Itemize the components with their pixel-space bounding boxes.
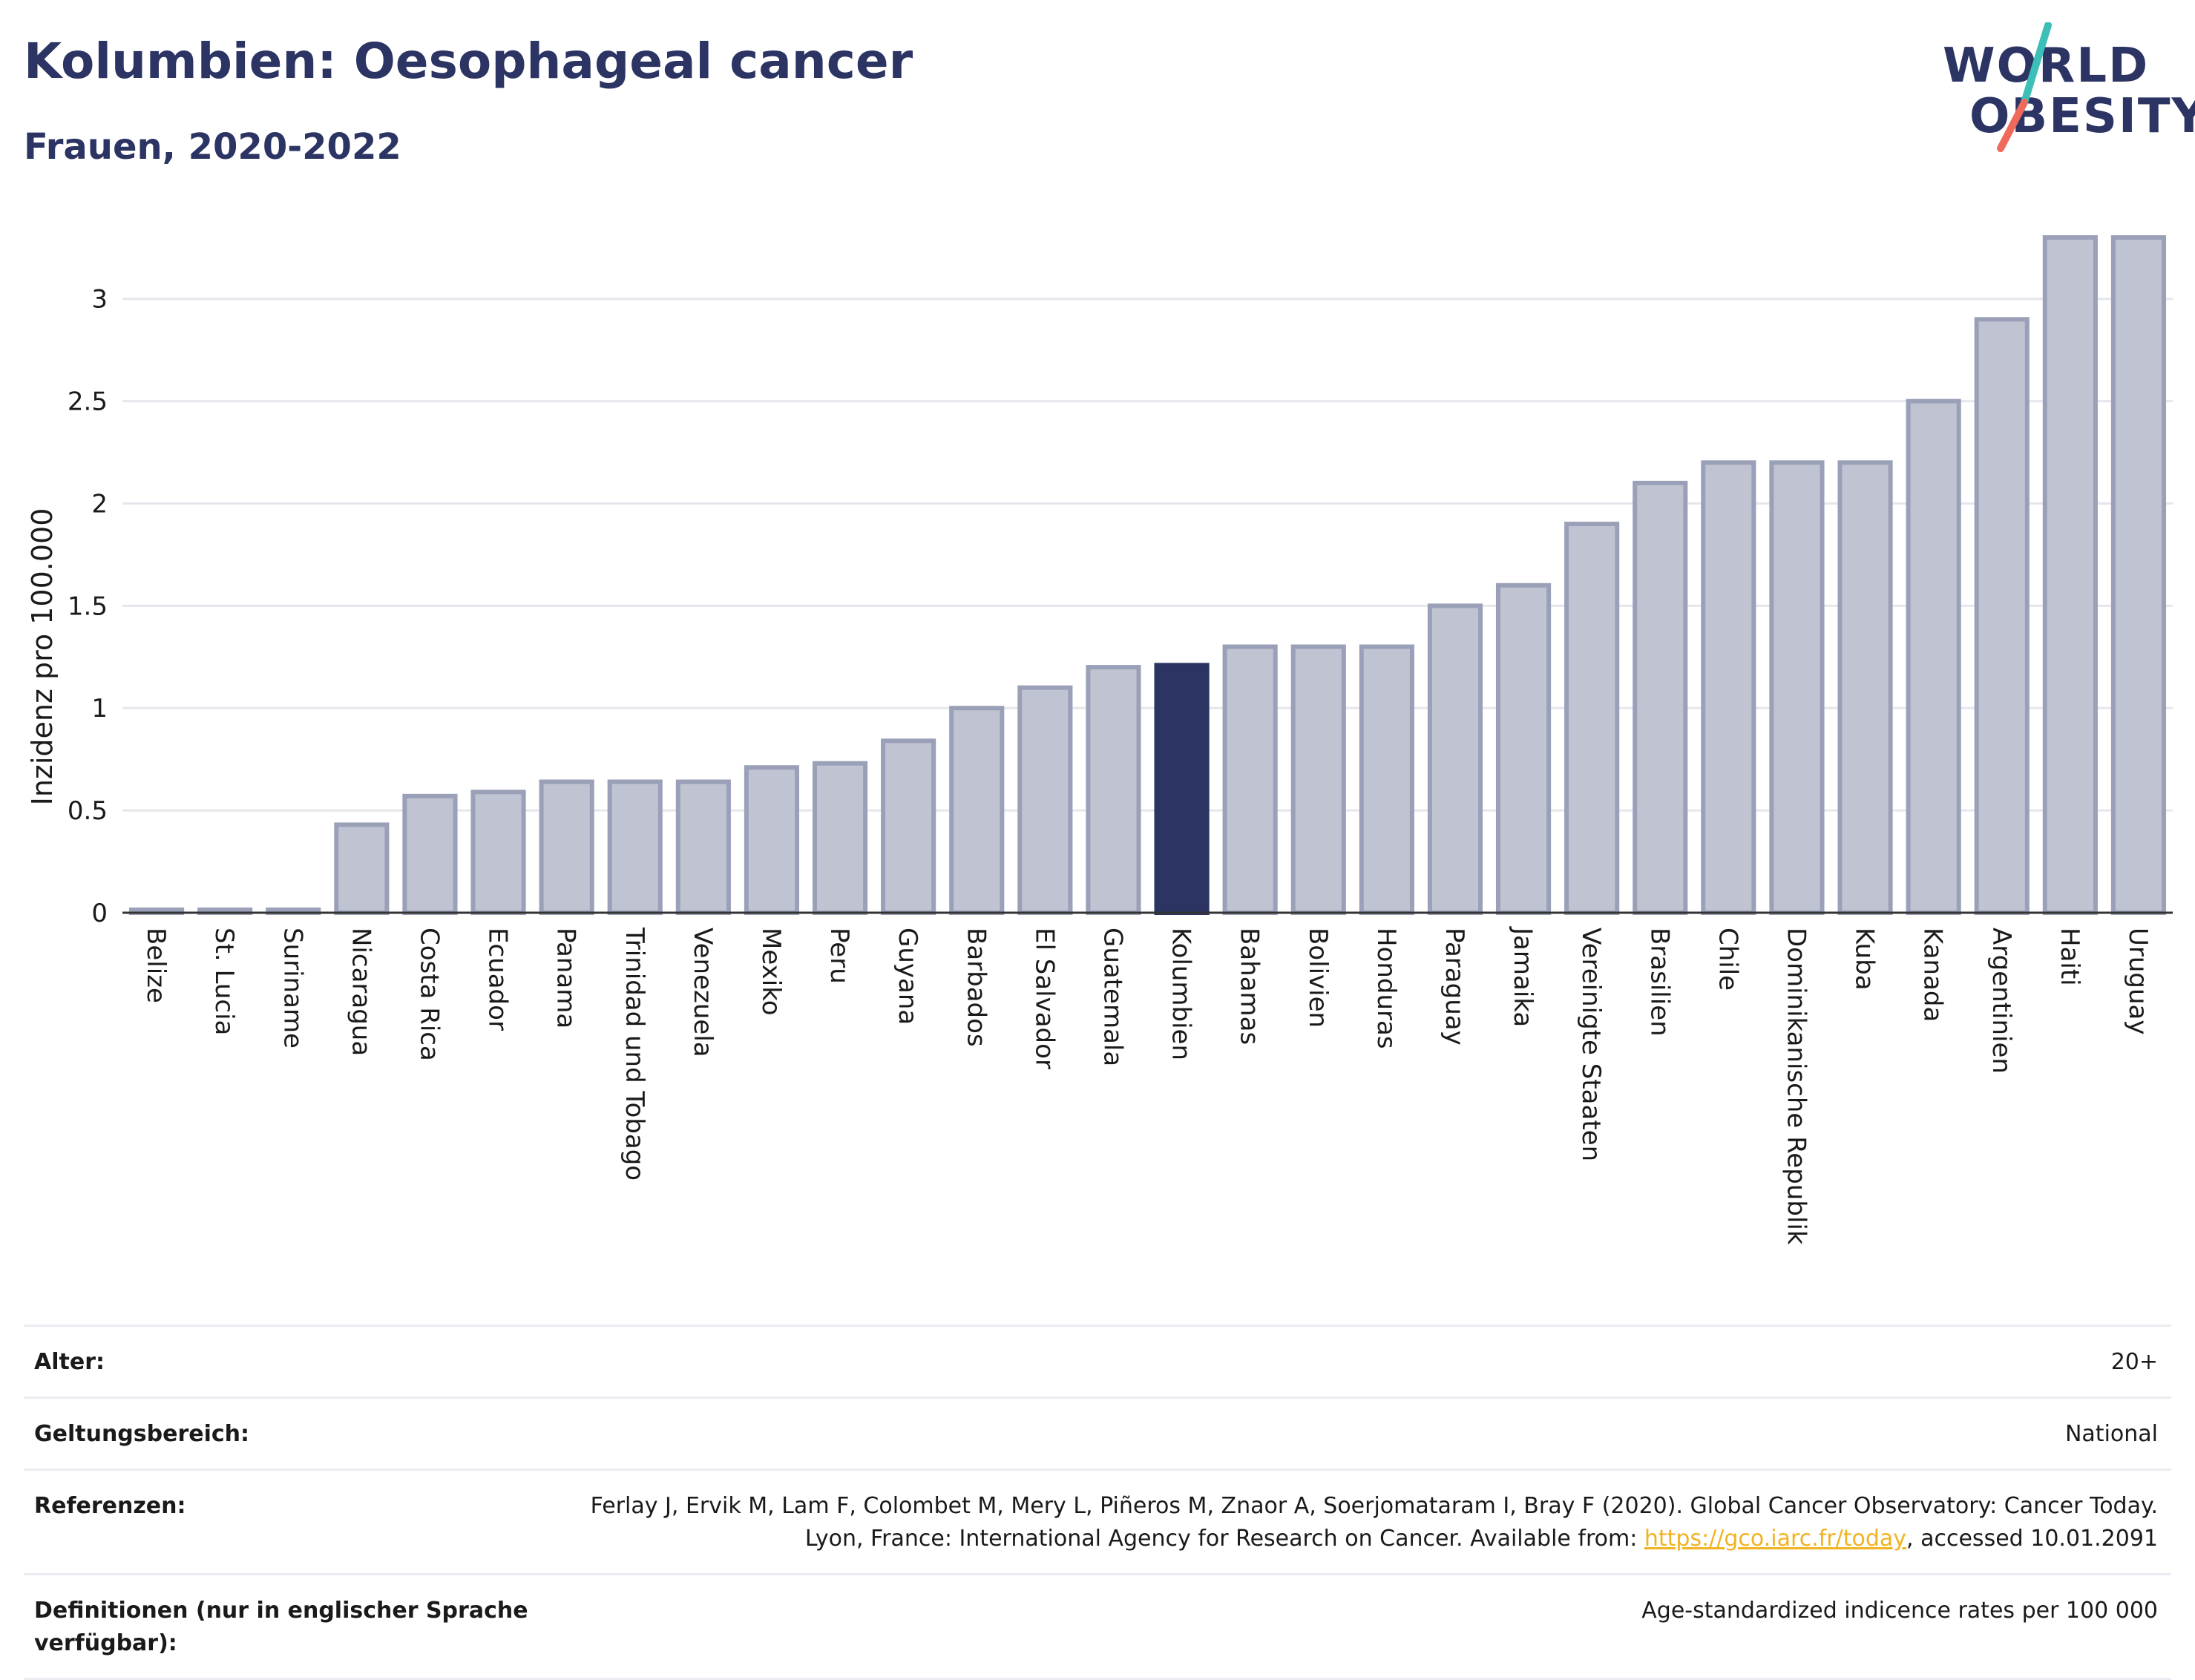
x-tick-label: El Salvador (1029, 928, 1059, 1069)
age-label: Alter: (34, 1349, 105, 1375)
y-tick-label: 1.5 (68, 591, 108, 621)
x-tick-label: Costa Rica (414, 928, 444, 1061)
meta-row-references: Referenzen: Ferlay J, Ervik M, Lam F, Co… (24, 1469, 2171, 1573)
logo-slash-icon (1997, 22, 2052, 152)
x-tick-label: Ecuador (483, 928, 513, 1031)
x-tick-label: Bahamas (1235, 928, 1264, 1045)
x-tick-label: Bolivien (1303, 928, 1333, 1028)
scope-value: National (2064, 1421, 2158, 1447)
bar (1017, 685, 1073, 916)
y-tick-labels: 0 0.5 1 1.5 2 2.5 3 (68, 285, 108, 928)
x-tick-label: Vereinigte Staaten (1576, 928, 1606, 1161)
x-tick-label: Haiti (2055, 928, 2084, 986)
x-tick-label: Dominikanische Republik (1781, 928, 1811, 1245)
bar (470, 790, 526, 916)
y-tick-label: 3 (91, 285, 108, 315)
bar (949, 706, 1005, 915)
age-value: 20+ (2110, 1349, 2158, 1375)
x-tick-labels: Belize St. Lucia Suriname Nicaragua Costa Ri… (141, 926, 2153, 1245)
bars (122, 235, 2173, 916)
x-tick-label: Paraguay (1440, 928, 1469, 1046)
y-tick-label: 2 (91, 489, 108, 519)
bar (812, 761, 868, 915)
references-label: Referenzen: (34, 1493, 186, 1519)
y-tick-label: 2.5 (68, 387, 108, 417)
bar (1154, 663, 1210, 915)
x-tick-label: Kolumbien (1167, 928, 1196, 1060)
bar (1290, 644, 1346, 915)
bar (744, 765, 800, 915)
bar (402, 793, 458, 915)
references-link[interactable]: https://gco.iarc.fr/today (1644, 1526, 1907, 1552)
bar (1837, 460, 1893, 916)
bar (539, 779, 594, 915)
metadata-table: Alter: 20+ Geltungsbereich: National Ref… (24, 1325, 2171, 1680)
bar (2110, 235, 2167, 915)
x-tick-label: Jamaika (1508, 926, 1538, 1027)
bar (1564, 522, 1620, 915)
meta-row-definitions: Definitionen (nur in englischer Sprache … (24, 1573, 2171, 1680)
gridlines (122, 298, 2173, 812)
y-tick-label: 0 (91, 899, 108, 928)
x-tick-label: Uruguay (2123, 928, 2153, 1035)
x-tick-label: Guyana (893, 928, 922, 1025)
x-tick-label: Panama (551, 928, 581, 1028)
bar (1974, 317, 2030, 915)
page-subtitle: Frauen, 2020-2022 (24, 126, 401, 168)
references-text: Ferlay J, Ervik M, Lam F, Colombet M, Me… (590, 1493, 2158, 1552)
x-tick-label: Brasilien (1644, 928, 1674, 1037)
x-tick-label: Honduras (1371, 928, 1401, 1049)
bar (1769, 460, 1825, 916)
scope-label: Geltungsbereich: (34, 1421, 250, 1447)
x-tick-label: Venezuela (688, 928, 718, 1057)
y-tick-label: 1 (91, 694, 108, 723)
x-tick-label: Chile (1713, 928, 1742, 991)
bar (1359, 644, 1414, 915)
x-tick-label: Kuba (1850, 928, 1880, 991)
x-tick-label: Nicaragua (346, 928, 375, 1056)
bar (607, 779, 663, 915)
bar (1633, 480, 1688, 915)
bar (1701, 460, 1756, 916)
x-tick-label: Belize (141, 928, 171, 1003)
meta-row-scope: Geltungsbereich: National (24, 1397, 2171, 1469)
bar (675, 779, 731, 915)
x-tick-label: Guatemala (1098, 928, 1127, 1066)
bar (334, 822, 390, 916)
x-tick-label: Mexiko (756, 928, 786, 1016)
x-tick-label: St. Lucia (209, 928, 239, 1035)
references-value: Ferlay J, Ervik M, Lam F, Colombet M, Me… (554, 1490, 2158, 1555)
world-obesity-logo: WORLD OBESITY (1929, 22, 2195, 156)
x-tick-label: Suriname (278, 928, 307, 1049)
bar (1222, 644, 1278, 915)
x-tick-label: Barbados (961, 928, 991, 1047)
y-tick-label: 0.5 (68, 796, 108, 826)
y-axis-label: Inzidenz pro 100.000 (26, 508, 59, 806)
logo-line1: WORLD (1943, 39, 2150, 93)
x-tick-label: Kanada (1918, 928, 1948, 1022)
bar (1906, 398, 1961, 915)
bar (1495, 583, 1552, 916)
bar (1086, 665, 1141, 915)
bar (1427, 603, 1483, 915)
bar (881, 738, 936, 916)
references-suffix: , accessed 10.01.2091 (1906, 1526, 2158, 1552)
definitions-value: Age-standardized indicence rates per 100… (1641, 1598, 2158, 1624)
meta-row-age: Alter: 20+ (24, 1325, 2171, 1397)
bar (2042, 235, 2098, 915)
x-tick-label: Argentinien (1986, 928, 2016, 1074)
x-tick-label: Trinidad und Tobago (620, 927, 649, 1181)
x-tick-label: Peru (824, 928, 854, 984)
definitions-label: Definitionen (nur in englischer Sprache … (34, 1598, 528, 1656)
bar-chart: 0 0.5 1 1.5 2 2.5 3 Belize St. Lucia Suriname Nic… (26, 235, 2173, 1245)
page-title: Kolumbien: Oesophageal cancer (24, 33, 913, 90)
